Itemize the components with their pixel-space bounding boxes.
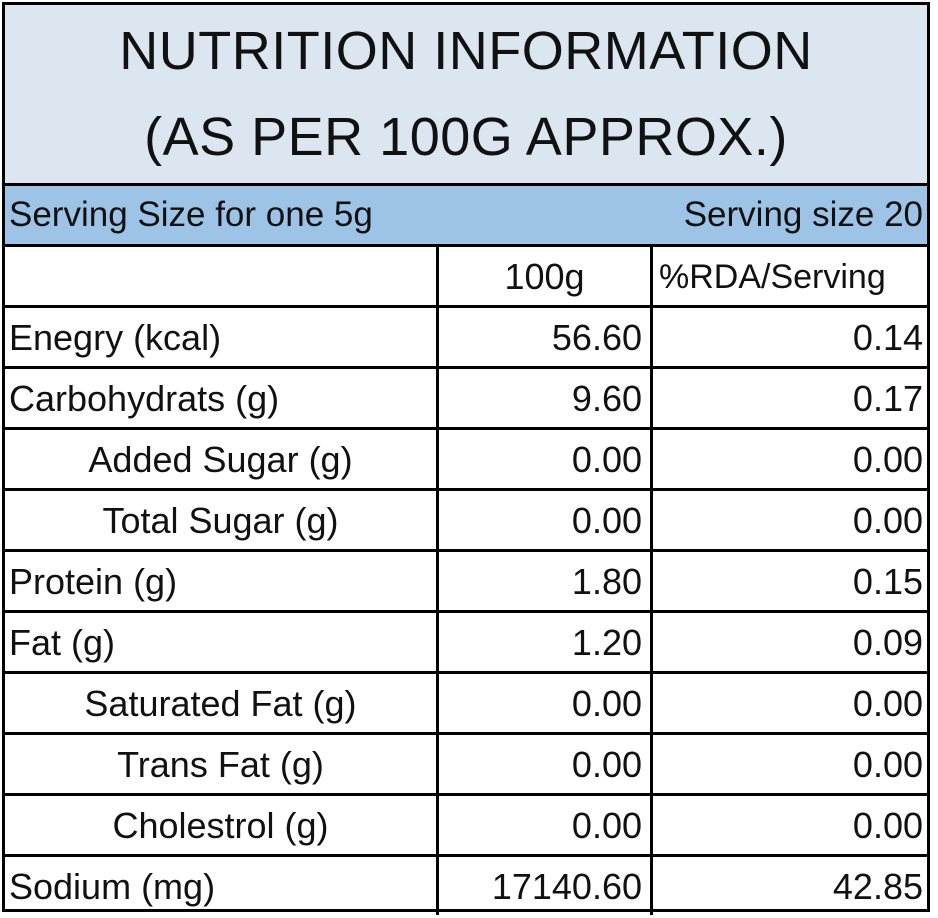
value-rda-per-serving: 42.85 [650,857,927,915]
servings-count-label: Serving size 20 [683,195,923,234]
title-line-2: (AS PER 100G APPROX.) [144,107,788,167]
value-per-100g: 9.60 [436,369,650,427]
nutrient-label: Fat (g) [9,622,116,663]
value-rda-per-serving: 0.00 [650,430,927,488]
column-header-rda: %RDA/Serving [650,247,927,305]
nutrient-label: Sodium (mg) [9,866,216,907]
value-per-100g: 56.60 [436,308,650,366]
value-rda-per-serving: 0.00 [650,674,927,732]
value-rda-per-serving: 0.00 [650,735,927,793]
serving-size-label: Serving Size for one 5g [9,195,373,234]
value-rda-per-serving: 0.15 [650,552,927,610]
title-line-1: NUTRITION INFORMATION [119,21,813,81]
table-title: NUTRITION INFORMATION (AS PER 100G APPRO… [5,5,927,186]
nutrient-label: Protein (g) [9,561,178,602]
table-row: Protein (g) 1.80 0.15 [5,552,927,613]
table-row: Cholestrol (g) 0.00 0.00 [5,796,927,857]
nutrient-label: Added Sugar (g) [88,439,353,480]
table-row: Enegry (kcal) 56.60 0.14 [5,308,927,369]
column-header-row: 100g %RDA/Serving [5,247,927,308]
serving-size-bar: Serving Size for one 5g Serving size 20 [5,186,927,247]
value-rda-per-serving: 0.00 [650,796,927,854]
value-rda-per-serving: 0.14 [650,308,927,366]
column-header-100g: 100g [436,247,650,305]
table-row: Fat (g) 1.20 0.09 [5,613,927,674]
value-per-100g: 0.00 [436,735,650,793]
nutrient-label: Trans Fat (g) [117,744,324,785]
value-rda-per-serving: 0.00 [650,491,927,549]
nutrient-label: Enegry (kcal) [9,317,222,358]
value-per-100g: 1.20 [436,613,650,671]
value-per-100g: 17140.60 [436,857,650,915]
table-row: Sodium (mg) 17140.60 42.85 [5,857,927,915]
table-row: Saturated Fat (g) 0.00 0.00 [5,674,927,735]
value-per-100g: 0.00 [436,491,650,549]
value-per-100g: 0.00 [436,796,650,854]
table-row: Total Sugar (g) 0.00 0.00 [5,491,927,552]
nutrient-label: Carbohydrats (g) [9,378,280,419]
nutrient-label: Total Sugar (g) [102,500,339,541]
table-row: Carbohydrats (g) 9.60 0.17 [5,369,927,430]
value-per-100g: 0.00 [436,674,650,732]
value-rda-per-serving: 0.09 [650,613,927,671]
value-per-100g: 1.80 [436,552,650,610]
nutrient-label: Saturated Fat (g) [84,683,357,724]
nutrient-label: Cholestrol (g) [112,805,329,846]
value-rda-per-serving: 0.17 [650,369,927,427]
table-row: Trans Fat (g) 0.00 0.00 [5,735,927,796]
column-header-nutrient [5,247,436,305]
value-per-100g: 0.00 [436,430,650,488]
table-row: Added Sugar (g) 0.00 0.00 [5,430,927,491]
